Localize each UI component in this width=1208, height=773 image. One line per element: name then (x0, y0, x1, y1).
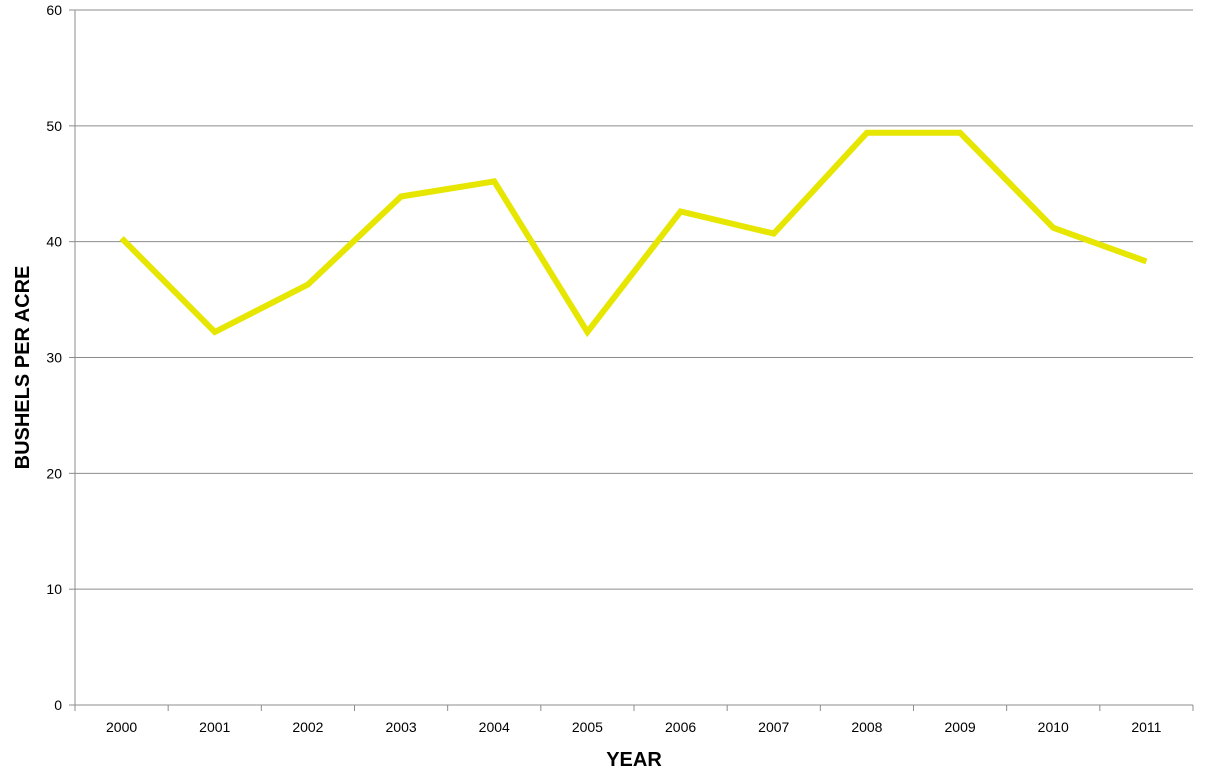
series-line (119, 129, 1148, 338)
x-tick-label: 2002 (292, 719, 323, 735)
gridlines (75, 9, 1193, 590)
y-tick-label: 60 (46, 2, 62, 18)
y-axis-title: BUSHELS PER ACRE (12, 266, 34, 470)
y-tick-label: 40 (46, 234, 62, 250)
x-tick-label: 2000 (106, 719, 137, 735)
x-tick-label: 2009 (945, 719, 976, 735)
x-tick-labels: 2000 2001 2002 2003 2004 2005 2006 2007 2008 2009… (106, 719, 1162, 735)
x-tick-label: 2011 (1131, 719, 1161, 735)
x-axis-title: YEAR (606, 749, 662, 771)
axes (69, 9, 1194, 711)
x-tick-label: 2007 (758, 719, 789, 735)
y-tick-label: 30 (46, 350, 62, 366)
y-tick-labels: 0 10 20 30 40 50 60 (46, 2, 62, 713)
x-tick-label: 2006 (665, 719, 696, 735)
x-tick-label: 2005 (572, 719, 603, 735)
y-tick-label: 10 (46, 581, 62, 597)
x-tick-label: 2004 (479, 719, 510, 735)
y-tick-label: 50 (46, 118, 62, 134)
series-layer (119, 129, 1148, 338)
x-tick-label: 2001 (199, 719, 230, 735)
x-tick-label: 2010 (1038, 719, 1069, 735)
x-tick-label: 2003 (386, 719, 417, 735)
y-tick-label: 0 (54, 697, 62, 713)
y-tick-label: 20 (46, 465, 62, 481)
x-tick-label: 2008 (851, 719, 882, 735)
